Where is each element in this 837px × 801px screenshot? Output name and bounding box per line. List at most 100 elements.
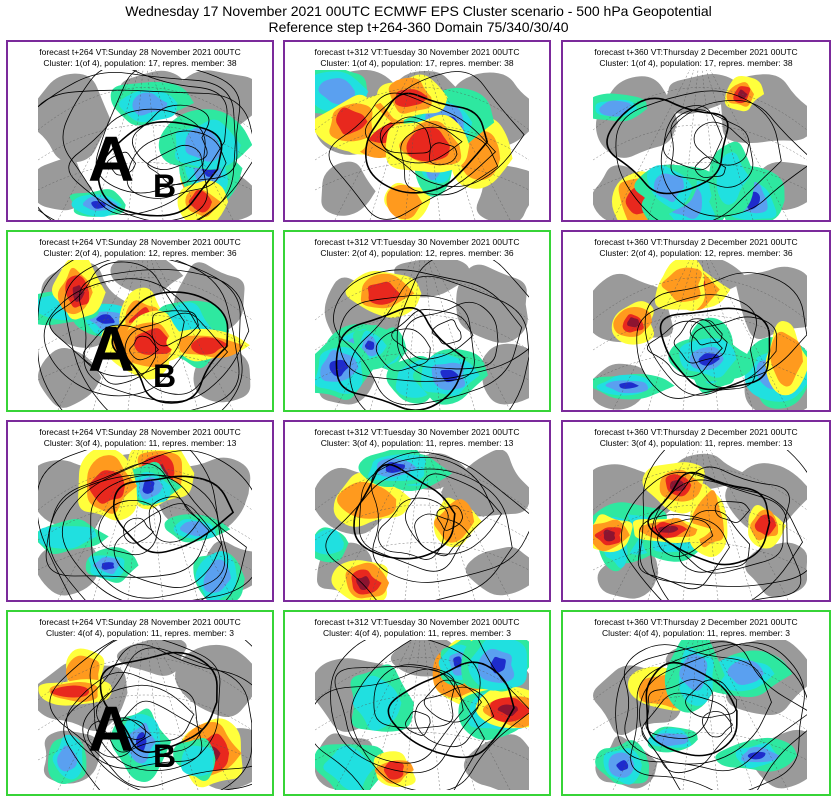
page-title: Wednesday 17 November 2021 00UTC ECMWF E… [125,3,712,19]
anomaly-level [336,107,368,135]
geopotential-contour [375,328,431,372]
geopotential-contour [694,156,726,179]
forecast-map [315,450,529,600]
geopotential-contour [673,318,728,364]
geopotential-contour [615,90,782,220]
cluster-label: Cluster: 1(of 4), population: 17, repres… [43,58,237,68]
geopotential-contour [645,679,714,739]
negative-anomaly [85,547,139,583]
forecast-map [593,260,807,410]
longitude-line [146,260,164,410]
latitude-line [38,732,252,761]
map-panel: forecast t+360 VT:Thursday 2 December 20… [561,610,831,796]
geopotential-contour [334,665,464,764]
map-canvas [38,260,252,410]
cluster-label: Cluster: 1(of 4), population: 17, repres… [599,58,793,68]
anomaly-level [661,267,702,303]
longitude-line [682,640,699,790]
latitude-line [38,87,252,131]
geopotential-contour [350,640,529,790]
geopotential-contour [405,710,431,736]
forecast-label: forecast t+264 VT:Sunday 28 November 202… [39,427,241,437]
forecast-label: forecast t+360 VT:Thursday 2 December 20… [594,237,798,247]
latitude-line [38,352,252,381]
geopotential-contour [45,462,210,578]
latitude-line [38,314,252,351]
geopotential-contour [660,99,807,217]
land-mass [481,343,529,405]
latitude-line [315,124,529,161]
map-canvas [38,640,252,790]
latitude-line [593,162,807,191]
geopotential-contour [714,501,751,523]
geopotential-contour [63,644,252,790]
longitude-line [404,70,421,220]
forecast-label: forecast t+312 VT:Tuesday 30 November 20… [314,47,520,57]
forecast-map [593,640,807,790]
map-canvas [593,450,807,600]
anomaly-level [72,285,85,302]
positive-anomaly [475,686,529,729]
longitude-line [423,260,441,410]
geopotential-contour [377,497,449,560]
anomaly-level [38,526,97,549]
geopotential-contour [400,126,499,196]
geopotential-contour [701,711,734,738]
annotation-b: B [153,358,177,394]
anomaly-level [96,314,115,324]
latitude-line [315,87,529,131]
geopotential-contour [38,89,252,220]
latitude-line [315,732,529,761]
map-canvas [593,260,807,410]
anomaly-level [179,521,209,537]
cluster-label: Cluster: 3(of 4), population: 11, repres… [43,438,237,448]
latitude-line [593,314,807,351]
longitude-line [127,260,144,410]
anomaly-level [716,152,750,205]
geopotential-contour [637,514,730,590]
geopotential-contour [49,261,185,377]
longitude-line [146,450,164,600]
geopotential-contour [62,70,228,216]
longitude-line [151,260,199,410]
geopotential-contour [691,316,778,388]
longitude-line [428,70,476,220]
geopotential-contour [431,319,462,345]
negative-anomaly [595,740,650,785]
latitude-line [38,162,252,191]
land-mass [663,73,739,115]
land-mass [463,734,529,790]
geopotential-contour [365,92,489,194]
forecast-label: forecast t+360 VT:Thursday 2 December 20… [594,427,798,437]
longitude-line [647,450,695,600]
longitude-line [428,640,476,790]
anomaly-level [727,660,764,685]
negative-anomaly [110,81,194,126]
annotation-b: B [153,168,177,204]
longitude-line [369,450,417,600]
forecast-map [38,450,252,600]
geopotential-contour [330,640,481,774]
positive-anomaly [611,301,655,345]
map-canvas [315,640,529,790]
latitude-line [593,732,807,761]
geopotential-contour [670,109,754,188]
forecast-map [38,70,252,220]
cluster-label: Cluster: 3(of 4), population: 11, repres… [599,438,793,448]
geopotential-contour [82,647,252,790]
anomaly-level [364,340,375,350]
longitude-line [682,450,699,600]
geopotential-contour [685,679,738,719]
negative-anomaly [704,650,793,698]
latitude-line [38,694,252,731]
map-panel: forecast t+312 VT:Tuesday 30 November 20… [283,230,551,412]
anomaly-level [599,100,631,117]
forecast-map [38,640,252,790]
geopotential-contour [353,463,456,560]
geopotential-contour [38,71,236,220]
negative-anomaly [634,164,697,218]
annotation-a: A [88,313,135,385]
longitude-line [146,70,164,220]
geopotential-contour [365,71,525,188]
geopotential-contour [112,475,235,554]
